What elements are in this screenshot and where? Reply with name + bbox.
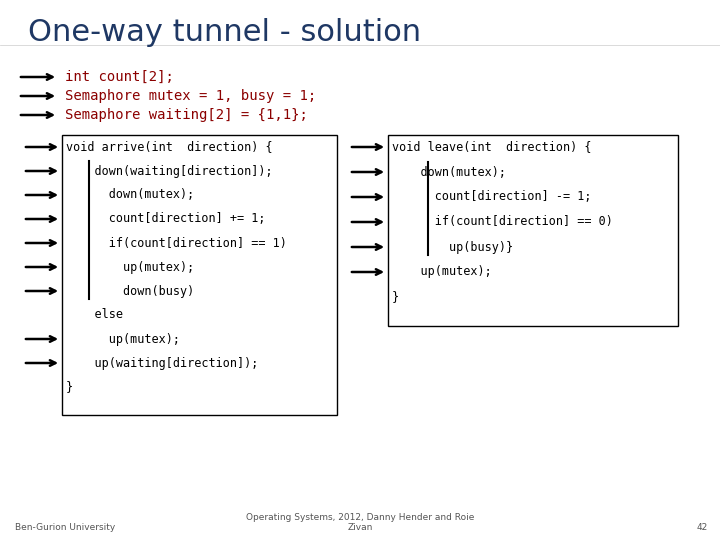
Text: up(busy)}: up(busy)}: [392, 240, 513, 253]
Text: down(mutex);: down(mutex);: [392, 165, 506, 179]
Text: up(mutex);: up(mutex);: [66, 260, 194, 273]
Text: }: }: [66, 381, 73, 394]
Text: up(waiting[direction]);: up(waiting[direction]);: [66, 356, 258, 369]
Bar: [62, 135, 337, 415]
Text: 42: 42: [697, 523, 708, 532]
Bar: [388, 135, 678, 326]
Text: down(mutex);: down(mutex);: [66, 188, 194, 201]
Text: down(waiting[direction]);: down(waiting[direction]);: [66, 165, 273, 178]
Text: count[direction] += 1;: count[direction] += 1;: [66, 213, 266, 226]
Text: down(busy): down(busy): [66, 285, 194, 298]
Text: One-way tunnel - solution: One-way tunnel - solution: [28, 18, 421, 47]
Text: up(mutex);: up(mutex);: [392, 266, 492, 279]
Text: Operating Systems, 2012, Danny Hender and Roie
Zivan: Operating Systems, 2012, Danny Hender an…: [246, 512, 474, 532]
Text: int count[2];: int count[2];: [65, 70, 174, 84]
Text: }: }: [392, 291, 399, 303]
Text: if(count[direction] == 1): if(count[direction] == 1): [66, 237, 287, 249]
Text: void leave(int  direction) {: void leave(int direction) {: [392, 140, 592, 153]
Text: Semaphore waiting[2] = {1,1};: Semaphore waiting[2] = {1,1};: [65, 108, 308, 122]
Text: void arrive(int  direction) {: void arrive(int direction) {: [66, 140, 273, 153]
Text: up(mutex);: up(mutex);: [66, 333, 180, 346]
Text: if(count[direction] == 0): if(count[direction] == 0): [392, 215, 613, 228]
Text: Semaphore mutex = 1, busy = 1;: Semaphore mutex = 1, busy = 1;: [65, 89, 316, 103]
Text: else: else: [66, 308, 123, 321]
Text: Ben-Gurion University: Ben-Gurion University: [15, 523, 115, 532]
Text: count[direction] -= 1;: count[direction] -= 1;: [392, 191, 592, 204]
